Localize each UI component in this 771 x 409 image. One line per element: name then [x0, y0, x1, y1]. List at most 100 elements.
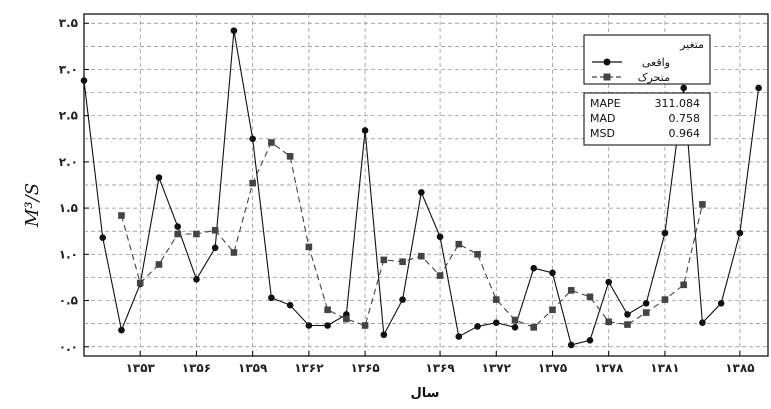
series-line [120, 141, 703, 328]
data-point [268, 294, 275, 302]
data-point [511, 316, 519, 324]
data-point [230, 249, 238, 256]
x-tick-label: ۱۳۶۵ [350, 361, 379, 375]
data-point [549, 306, 556, 314]
x-axis-title: سال [411, 386, 440, 401]
stats-box: MAPE 311.084 MAD 0.758 MSD 0.964 [583, 92, 711, 146]
stat-label-mape: MAPE [590, 97, 621, 110]
x-axis-ticks: ۱۳۵۳ ۱۳۵۶ ۱۳۵۹ ۱۳۶۲ ۱۳۶۵ ۱۳۶۹ ۱۳۷۲ ۱۳۷۵ ۱۳۷۸ ۱۳۸۱… [126, 351, 755, 375]
x-tick-label: ۱۳۵۹ [238, 361, 268, 375]
series-moving [118, 139, 706, 331]
stat-value-mad: 0.758 [669, 112, 701, 125]
x-tick-label: ۱۳۶۹ [425, 361, 455, 375]
data-point [567, 287, 575, 294]
data-point [286, 301, 294, 309]
data-point [305, 322, 313, 329]
data-point [492, 319, 500, 327]
data-point [436, 233, 444, 241]
data-point [586, 336, 594, 344]
stat-label-msd: MSD [590, 127, 615, 140]
data-point [211, 226, 219, 234]
y-tick-label: ۰.۰ [59, 340, 78, 354]
data-point [624, 321, 631, 328]
legend-title: متغیر [679, 38, 704, 51]
data-point [511, 324, 519, 331]
data-point [418, 252, 425, 260]
data-point [268, 139, 275, 146]
data-point [474, 251, 481, 258]
stat-value-msd: 0.964 [669, 127, 701, 140]
stat-value-mape: 311.084 [655, 97, 701, 110]
y-tick-label: ۱.۰ [59, 247, 78, 261]
legend-marker-actual [603, 58, 611, 66]
data-point [530, 264, 538, 272]
x-tick-label: ۱۳۷۵ [538, 361, 567, 375]
y-tick-label: ۱.۵ [59, 201, 78, 215]
y-tick-label: ۲.۵ [59, 109, 78, 123]
data-point [361, 322, 369, 329]
data-point [492, 296, 500, 303]
legend-label-moving: متحرک [638, 71, 670, 84]
x-tick-label: ۱۳۸۵ [725, 361, 754, 375]
data-point [399, 296, 406, 303]
data-point [174, 230, 181, 238]
data-point [642, 300, 650, 307]
data-point [455, 240, 463, 248]
data-point [361, 127, 369, 134]
x-tick-label: ۱۳۸۱ [650, 361, 679, 375]
data-point [699, 319, 706, 327]
data-point [661, 229, 669, 237]
data-point [343, 315, 350, 323]
y-axis-ticks: ۰.۰ ۰.۵ ۱.۰ ۱.۵ ۲.۰ ۲.۵ ۳.۰ ۳.۵ [59, 16, 89, 354]
data-point [661, 296, 669, 303]
data-point [155, 261, 163, 268]
data-point [418, 189, 425, 196]
y-tick-label: ۰.۵ [59, 294, 78, 308]
data-point [155, 174, 163, 181]
x-tick-label: ۱۳۵۳ [126, 361, 156, 375]
data-point [324, 322, 331, 329]
data-point [305, 243, 313, 251]
data-point [249, 179, 256, 187]
data-point [193, 275, 200, 283]
x-tick-label: ۱۳۵۶ [182, 361, 211, 375]
data-point [455, 333, 463, 340]
legend-label-actual: واقعی [642, 56, 670, 69]
data-point [380, 256, 388, 264]
data-point [230, 27, 238, 34]
x-tick-label: ۱۳۶۲ [294, 361, 324, 375]
legend: متغیر واقعی متحرک [583, 34, 711, 85]
data-point [118, 212, 125, 219]
data-point [324, 306, 331, 314]
data-point [699, 201, 706, 208]
data-point [549, 269, 556, 277]
data-point [436, 272, 444, 279]
y-tick-label: ۳.۰ [59, 62, 78, 76]
stats-frame [583, 92, 711, 146]
data-point [474, 323, 481, 330]
data-point [99, 234, 107, 241]
x-tick-label: ۱۳۷۲ [482, 361, 512, 375]
y-axis-title: M³/S [22, 183, 43, 228]
data-point [211, 244, 219, 252]
data-point [118, 326, 125, 334]
data-point [399, 258, 406, 266]
x-tick-label: ۱۳۷۸ [594, 361, 624, 375]
data-point [642, 309, 650, 316]
data-point [605, 318, 613, 326]
y-tick-label: ۳.۵ [59, 16, 78, 30]
series [80, 27, 762, 349]
data-point [567, 341, 575, 349]
data-point [380, 331, 388, 339]
data-point [174, 223, 181, 230]
data-point [286, 153, 294, 160]
data-point [680, 84, 687, 92]
data-point [755, 84, 762, 92]
stat-label-mad: MAD [590, 112, 616, 125]
legend-marker-moving [603, 73, 611, 81]
data-point [586, 293, 594, 301]
y-tick-label: ۲.۰ [59, 155, 78, 169]
data-point [80, 77, 88, 84]
data-point [605, 278, 613, 286]
